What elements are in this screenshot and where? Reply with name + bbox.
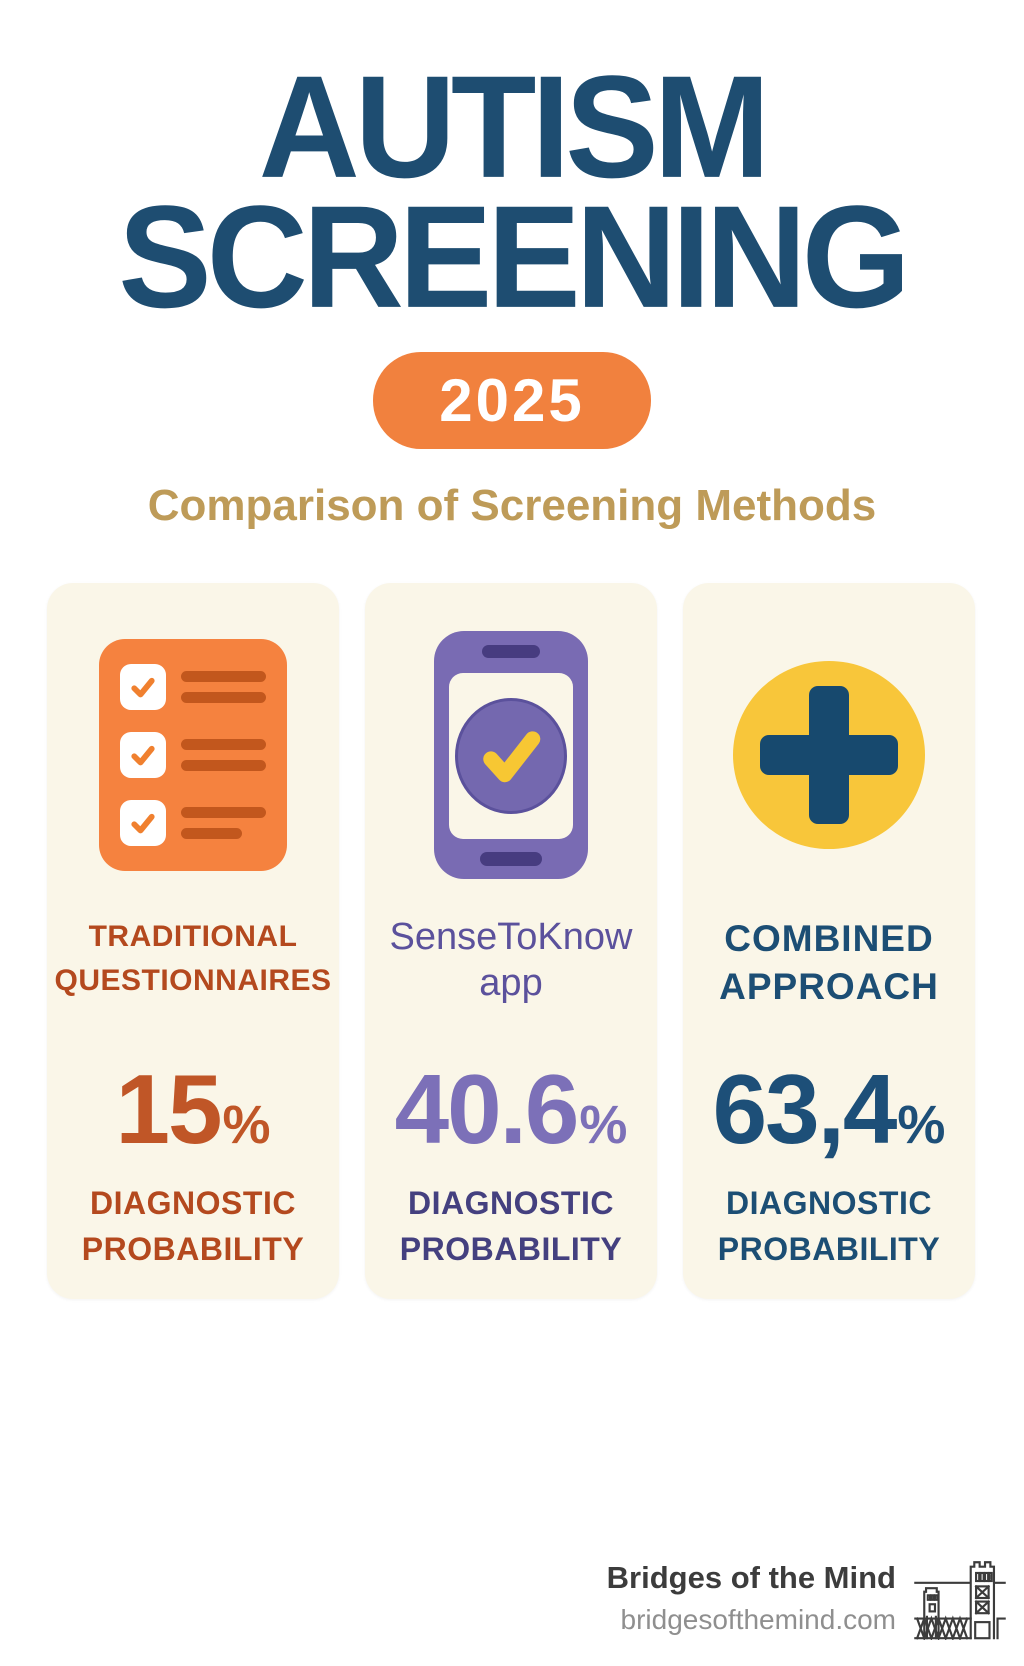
card-caption-line-1: DIAGNOSTIC — [408, 1185, 614, 1222]
percent-sign: % — [579, 1095, 628, 1156]
card-caption-line-2: PROBABILITY — [717, 1230, 941, 1267]
phone-home-slot — [480, 852, 542, 867]
text-line — [181, 692, 266, 704]
checklist-row — [120, 664, 266, 711]
card-value-row: 15 % — [115, 1053, 271, 1164]
card-title: SenseToKnow app — [390, 915, 633, 1007]
checkbox-checked-icon — [120, 800, 166, 847]
website-url: bridgesofthemind.com — [620, 1604, 896, 1635]
card-title: TRADITIONAL QUESTIONNAIRES — [54, 915, 331, 1007]
checklist-row — [120, 732, 266, 779]
card-caption-line-2: PROBABILITY — [81, 1230, 305, 1267]
card-value-row: 63,4 % — [713, 1053, 946, 1164]
card-combined-approach: COMBINED APPROACH 63,4 % DIAGNOSTIC PROB… — [683, 583, 975, 1300]
page-title: AUTISM SCREENING — [0, 44, 1024, 339]
footer: Bridges of the Mind bridgesofthemind.com — [607, 1556, 1006, 1640]
text-lines — [181, 671, 266, 704]
card-title-line-2: app — [479, 961, 543, 1004]
header: AUTISM SCREENING 2025 Comparison of Scre… — [0, 0, 1024, 531]
page-subtitle: Comparison of Screening Methods — [147, 481, 877, 531]
card-caption: DIAGNOSTIC PROBABILITY — [82, 1181, 304, 1272]
footer-text: Bridges of the Mind bridgesofthemind.com — [607, 1560, 896, 1636]
card-caption-line-2: PROBABILITY — [399, 1230, 623, 1267]
year-badge-wrap: 2025 — [0, 322, 1024, 450]
card-icon-box — [99, 635, 287, 875]
checklist-row — [120, 800, 266, 847]
text-line — [181, 807, 266, 819]
card-caption: DIAGNOSTIC PROBABILITY — [718, 1181, 940, 1272]
text-lines — [181, 739, 266, 772]
card-title-line-1: TRADITIONAL — [88, 920, 298, 954]
card-title: COMBINED APPROACH — [719, 915, 939, 1007]
phone-screen — [449, 673, 573, 840]
text-line — [181, 760, 266, 772]
page-title-line-2: SCREENING — [118, 175, 910, 339]
text-line — [181, 828, 243, 840]
text-lines — [181, 807, 266, 840]
text-line — [181, 671, 266, 683]
page-title-line-1: AUTISM — [258, 44, 771, 209]
card-caption-line-1: DIAGNOSTIC — [726, 1185, 932, 1222]
tower-bridge-icon — [914, 1561, 1006, 1640]
check-circle-icon — [455, 698, 567, 815]
card-title-line-2: QUESTIONNAIRES — [54, 963, 332, 997]
card-title-line-1: COMBINED — [724, 918, 934, 960]
percent-sign: % — [222, 1095, 271, 1156]
checkbox-checked-icon — [120, 664, 166, 711]
card-traditional-questionnaires: TRADITIONAL QUESTIONNAIRES 15 % DIAGNOST… — [47, 583, 339, 1300]
card-value: 40.6 — [394, 1054, 580, 1165]
text-line — [181, 739, 266, 751]
card-sensetoknow-app: SenseToKnow app 40.6 % DIAGNOSTIC PROBAB… — [365, 583, 657, 1300]
smartphone-check-icon — [434, 631, 588, 880]
card-caption: DIAGNOSTIC PROBABILITY — [400, 1181, 622, 1272]
plus-horizontal-bar — [760, 735, 898, 776]
cards-row: TRADITIONAL QUESTIONNAIRES 15 % DIAGNOST… — [47, 583, 977, 1300]
plus-icon — [733, 661, 925, 850]
percent-sign: % — [897, 1095, 946, 1156]
phone-speaker-slot — [482, 645, 540, 659]
card-value: 15 — [115, 1054, 222, 1165]
card-value-row: 40.6 % — [395, 1053, 628, 1164]
card-value: 63,4 — [712, 1054, 898, 1165]
card-icon-box — [733, 635, 925, 875]
checkbox-checked-icon — [120, 732, 166, 779]
checklist-icon — [99, 639, 287, 872]
card-title-line-1: SenseToKnow — [389, 916, 633, 959]
card-icon-box — [434, 631, 588, 880]
card-caption-line-1: DIAGNOSTIC — [90, 1185, 296, 1222]
card-title-line-2: APPROACH — [719, 966, 939, 1008]
year-badge: 2025 — [373, 352, 651, 450]
brand-name: Bridges of the Mind — [606, 1560, 896, 1595]
